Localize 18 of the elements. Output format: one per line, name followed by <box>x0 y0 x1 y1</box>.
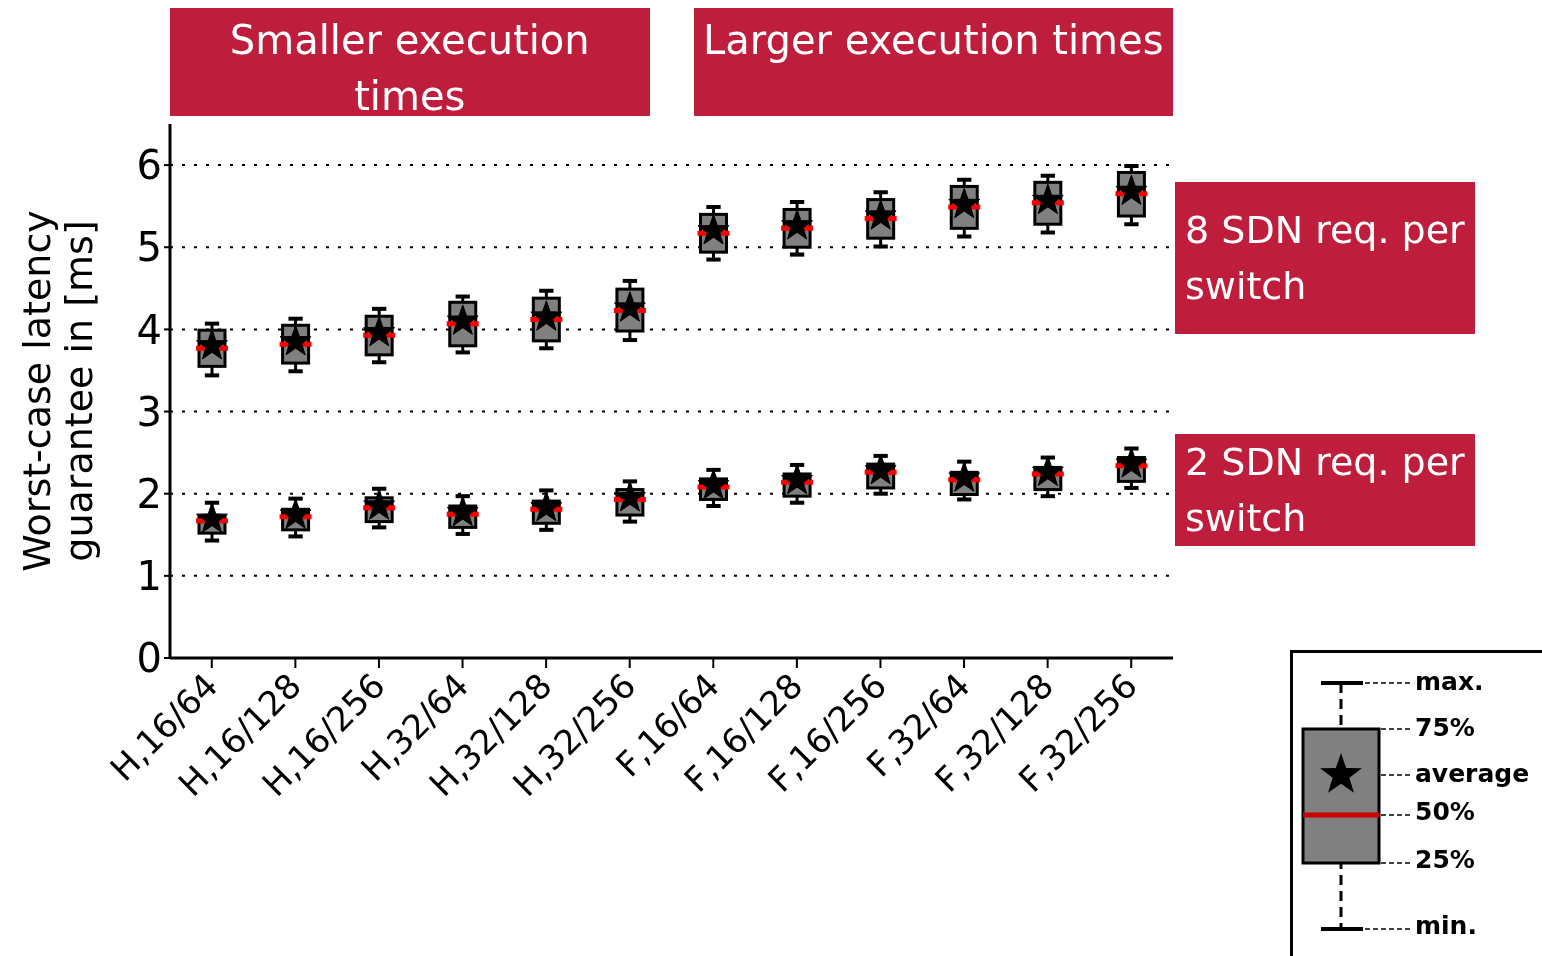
y-tick-label: 6 <box>136 142 162 189</box>
series-label: 2 SDN req. per switch <box>1175 434 1475 547</box>
text: min. <box>1415 911 1477 941</box>
y-tick-label: 2 <box>136 470 162 517</box>
text: max. <box>1415 667 1484 697</box>
y-axis-title: Worst-case latency guarantee in [ms] <box>15 209 101 574</box>
text: Smaller execution times <box>170 8 650 119</box>
text: Larger execution times <box>693 8 1173 116</box>
text: 25% <box>1415 845 1475 875</box>
y-tick-label: 5 <box>136 224 162 271</box>
y-tick-label: 0 <box>136 635 162 682</box>
text: 50% <box>1415 797 1475 827</box>
y-tick-label: 1 <box>136 553 162 600</box>
text: 75% <box>1415 713 1475 743</box>
series-label: 8 SDN req. per switch <box>1175 182 1475 335</box>
y-tick-label: 3 <box>136 388 162 435</box>
y-tick-label: 4 <box>136 306 162 353</box>
text: average <box>1415 759 1530 789</box>
